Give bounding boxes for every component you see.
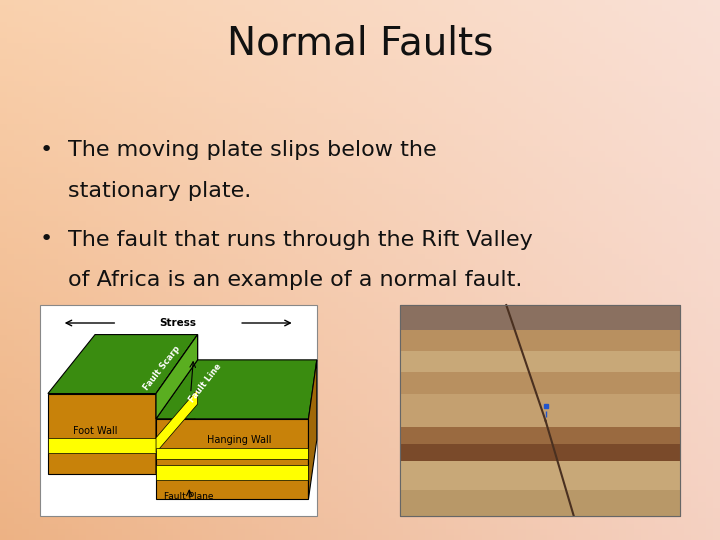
Polygon shape <box>156 465 308 480</box>
FancyBboxPatch shape <box>400 373 680 394</box>
FancyBboxPatch shape <box>400 490 680 516</box>
Polygon shape <box>48 438 156 453</box>
Polygon shape <box>156 389 197 453</box>
FancyBboxPatch shape <box>400 427 680 444</box>
Polygon shape <box>156 419 308 499</box>
FancyBboxPatch shape <box>400 461 680 490</box>
Text: of Africa is an example of a normal fault.: of Africa is an example of a normal faul… <box>68 270 523 290</box>
FancyBboxPatch shape <box>400 305 680 330</box>
Text: Fault Plane: Fault Plane <box>164 492 214 502</box>
Text: The fault that runs through the Rift Valley: The fault that runs through the Rift Val… <box>68 230 533 249</box>
Text: Hanging Wall: Hanging Wall <box>207 435 271 445</box>
Text: •: • <box>40 140 53 160</box>
FancyBboxPatch shape <box>400 394 680 427</box>
Polygon shape <box>48 335 197 394</box>
Text: Stress: Stress <box>160 318 197 328</box>
Polygon shape <box>156 335 197 419</box>
FancyBboxPatch shape <box>400 305 680 516</box>
FancyBboxPatch shape <box>40 305 317 516</box>
Text: The moving plate slips below the: The moving plate slips below the <box>68 140 437 160</box>
Polygon shape <box>156 335 197 474</box>
Text: Fault Scarp: Fault Scarp <box>142 345 181 392</box>
Polygon shape <box>308 360 317 499</box>
FancyBboxPatch shape <box>400 444 680 461</box>
Text: Fault Line: Fault Line <box>188 362 224 404</box>
FancyBboxPatch shape <box>400 330 680 352</box>
FancyBboxPatch shape <box>400 352 680 373</box>
Text: Foot Wall: Foot Wall <box>73 427 117 436</box>
Polygon shape <box>156 360 317 419</box>
Text: Normal Faults: Normal Faults <box>227 24 493 62</box>
Text: •: • <box>40 230 53 249</box>
Polygon shape <box>156 448 308 459</box>
Polygon shape <box>48 394 156 474</box>
Text: stationary plate.: stationary plate. <box>68 181 252 201</box>
